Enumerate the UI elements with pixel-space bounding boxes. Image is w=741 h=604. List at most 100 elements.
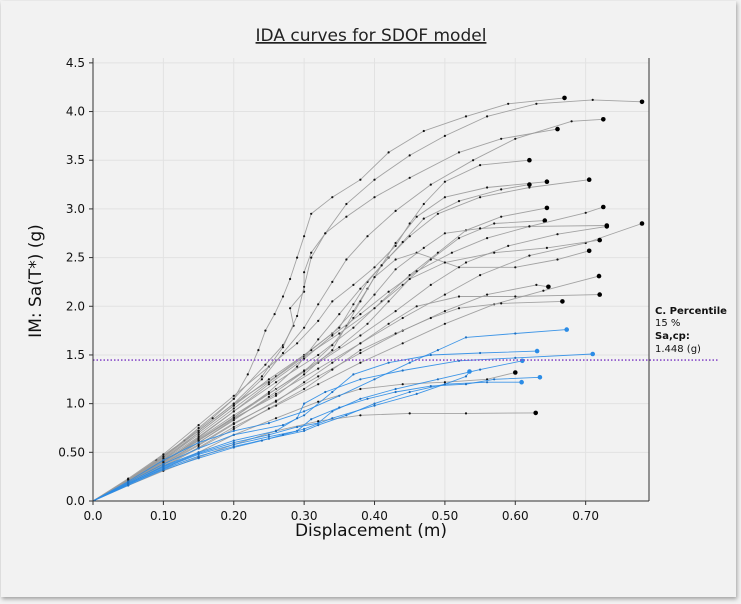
gray-curve [92,206,604,502]
blue-point [443,383,446,386]
blue-point [514,332,517,335]
gray-curve [92,294,600,502]
gray-point [493,251,496,254]
gray-point [232,402,235,405]
gray-point [394,268,397,271]
blue-curve [92,371,470,502]
blue-point [464,375,468,378]
gray-point [211,417,214,420]
gray-point [352,303,355,306]
gray-point [479,196,482,199]
y-tick-label: 4.0 [66,105,85,119]
gray-point [394,310,397,313]
gray-point [197,431,200,434]
gray-point [331,344,334,347]
y-tick-label: 2.5 [66,251,85,265]
gray-point [197,429,200,432]
gray-point [359,361,362,364]
gray-point [591,98,594,101]
gray-point [528,225,531,228]
gray-point [232,404,235,407]
percentile-sa-value: 1.448 (g) [655,344,701,355]
blue-endpoint [519,379,524,385]
blue-point [324,390,327,394]
gray-point [443,322,446,325]
gray-point [303,235,306,238]
gray-point [267,378,270,381]
blue-point [296,425,299,429]
gray-point [359,300,362,303]
gray-point [296,256,299,259]
blue-point [162,459,165,462]
blue-curves [92,327,595,502]
gray-point [162,461,165,464]
gray-point [345,215,348,218]
blue-point [345,414,348,417]
gray-point [303,271,306,274]
gray-point [317,303,320,306]
blue-point [479,351,482,355]
gray-point [479,274,482,277]
gray-point [359,313,362,316]
blue-point [281,424,285,427]
gray-point [274,381,278,384]
gray-endpoint [555,126,560,132]
axes-layer: 0.0 0.10 0.20 0.30 0.40 0.50 0.60 0.70 0.0 0.50 1.… [58,56,650,523]
gray-endpoint [513,370,518,375]
gray-point [457,295,461,298]
gray-point [281,346,285,349]
blue-point [394,387,397,391]
blue-point [267,422,270,425]
gray-point [394,209,397,212]
gray-point [373,196,376,199]
gray-point [345,202,348,206]
blue-point [493,378,496,381]
gray-point [479,227,482,230]
blue-point [331,417,334,420]
gray-point [310,256,313,259]
gray-point [317,400,320,403]
gray-endpoint [597,237,602,243]
gray-point [359,349,362,352]
gray-point [197,433,200,436]
blue-curve [92,376,540,502]
gray-point [232,410,235,413]
blue-point [464,383,468,386]
gray-point [232,394,235,397]
blue-endpoint [467,369,472,374]
blue-point [436,349,439,352]
gray-point [289,277,292,281]
gray-point [331,300,334,303]
gray-point [373,276,376,279]
blue-point [197,457,200,460]
blue-point [296,417,299,420]
blue-point [232,441,235,444]
gray-point [296,342,299,345]
blue-point [232,429,235,432]
gray-point [500,137,503,140]
gray-point [162,453,165,456]
gray-point [457,266,461,269]
gray-point [338,313,341,316]
blue-point [303,402,306,405]
blue-point [394,390,397,394]
x-tick-label: 0.70 [572,509,599,523]
blue-point [359,378,362,381]
gray-point [310,251,313,254]
blue-point [359,397,362,400]
gray-point [359,351,362,355]
blue-point [197,441,200,444]
gray-point [528,186,531,189]
gray-point [331,361,334,364]
gray-point [264,363,267,366]
gray-point [281,351,285,355]
gray-point [380,264,383,267]
gray-point [359,414,362,417]
gray-point [274,400,278,403]
y-tick-label: 4.5 [66,56,85,70]
gray-point [387,322,390,325]
gray-point [514,266,517,269]
gray-curve [92,225,607,502]
gray-endpoint [546,284,551,290]
